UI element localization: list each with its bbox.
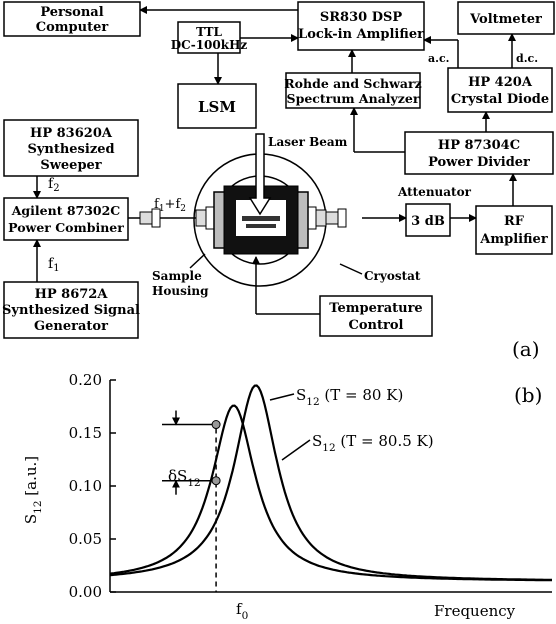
laser-beam-label: Laser Beam xyxy=(268,135,348,149)
ac-label: a.c. xyxy=(428,52,449,65)
setup-diagram: Personal Computer TTL DC-100kHz SR830 DS… xyxy=(2,1,555,361)
y-tick-label: 0.10 xyxy=(69,477,102,495)
series-leader-80k xyxy=(269,393,295,401)
box-spectrum-analyzer: Rohde and Schwarz Spectrum Analyzer xyxy=(284,72,422,109)
svg-text:Power Combiner: Power Combiner xyxy=(8,220,124,235)
box-temperature-control: Temperature Control xyxy=(319,295,433,337)
y-tick-label: 0.20 xyxy=(69,371,102,389)
svg-text:Synthesized: Synthesized xyxy=(27,142,114,157)
svg-text:Computer: Computer xyxy=(36,20,109,35)
svg-text:Generator: Generator xyxy=(34,319,108,334)
f0-tick-label: f0 xyxy=(236,600,248,622)
svg-text:RF: RF xyxy=(504,214,525,229)
box-crystal-diode: HP 420A Crystal Diode xyxy=(447,67,553,113)
sample-housing-label-1: Sample xyxy=(152,269,202,283)
svg-text:LSM: LSM xyxy=(198,98,236,116)
svg-text:SR830 DSP: SR830 DSP xyxy=(320,10,403,25)
box-sweeper: HP 83620A Synthesized Sweeper xyxy=(3,119,139,177)
svg-text:Amplifier: Amplifier xyxy=(479,232,548,247)
series-line-1 xyxy=(109,404,552,582)
svg-text:f1: f1 xyxy=(48,256,60,274)
box-lsm: LSM xyxy=(177,83,257,129)
sample-housing-label-2: Housing xyxy=(152,284,209,298)
svg-text:DC-100kHz: DC-100kHz xyxy=(171,38,248,52)
svg-text:Rohde and Schwarz: Rohde and Schwarz xyxy=(284,76,421,91)
box-ttl: TTL DC-100kHz xyxy=(171,21,248,54)
svg-text:Temperature: Temperature xyxy=(329,301,422,316)
svg-text:Power Divider: Power Divider xyxy=(428,155,530,170)
coax-connectors xyxy=(128,206,347,230)
box-power-combiner: Agilent 87302C Power Combiner xyxy=(3,197,129,241)
dc-label: d.c. xyxy=(516,52,538,65)
box-personal-computer: Personal Computer xyxy=(3,1,141,37)
svg-text:Agilent 87302C: Agilent 87302C xyxy=(11,203,121,218)
box-voltmeter: Voltmeter xyxy=(457,1,555,35)
svg-text:Sweeper: Sweeper xyxy=(40,158,101,173)
box-rf-amplifier: RF Amplifier xyxy=(475,205,553,255)
x-axis-label: Frequency xyxy=(434,602,516,620)
series-label-80k: S12 (T = 80 K) xyxy=(296,386,403,408)
panel-a-label: (a) xyxy=(512,337,540,361)
svg-text:3 dB: 3 dB xyxy=(411,214,445,229)
panel-b-label: (b) xyxy=(514,383,542,407)
curves xyxy=(109,384,552,592)
svg-text:Voltmeter: Voltmeter xyxy=(469,12,542,27)
svg-text:Spectrum Analyzer: Spectrum Analyzer xyxy=(287,91,420,106)
svg-text:HP 420A: HP 420A xyxy=(468,75,533,90)
s12-chart: 0.20 0.15 0.10 0.05 0.00 S12 [a.u.] Frequenc… xyxy=(22,371,552,622)
delta-s12-annotation: δS12 xyxy=(168,467,201,489)
box-signal-generator: HP 8672A Synthesized Signal Generator xyxy=(2,281,140,339)
svg-text:TTL: TTL xyxy=(196,25,222,39)
svg-text:HP 83620A: HP 83620A xyxy=(30,126,113,141)
y-tick-label: 0.00 xyxy=(69,583,102,601)
y-tick-label: 0.05 xyxy=(69,530,102,548)
series-leader-80-5k xyxy=(281,439,311,461)
box-power-divider: HP 87304C Power Divider xyxy=(404,131,554,175)
y-axis-label: S12 [a.u.] xyxy=(22,456,44,524)
svg-text:f1+f2: f1+f2 xyxy=(154,197,186,214)
svg-text:Synthesized Signal: Synthesized Signal xyxy=(2,303,140,318)
svg-text:Personal: Personal xyxy=(40,5,103,20)
y-ticks: 0.20 0.15 0.10 0.05 0.00 xyxy=(69,371,116,601)
svg-text:HP 8672A: HP 8672A xyxy=(35,287,109,302)
svg-text:Lock-in Amplifier: Lock-in Amplifier xyxy=(298,27,424,42)
svg-text:HP 87304C: HP 87304C xyxy=(438,138,520,153)
y-tick-label: 0.15 xyxy=(69,424,102,442)
box-lockin-amplifier: SR830 DSP Lock-in Amplifier xyxy=(297,1,425,51)
attenuator-label: Attenuator xyxy=(397,185,472,199)
laser-beam-arrow xyxy=(248,133,272,216)
svg-text:Control: Control xyxy=(349,318,404,333)
marker-point xyxy=(211,420,221,430)
svg-text:Crystal Diode: Crystal Diode xyxy=(451,92,549,107)
cryostat-label: Cryostat xyxy=(364,269,421,283)
svg-text:f2: f2 xyxy=(48,176,60,194)
sample-housing xyxy=(213,185,309,255)
box-attenuator: 3 dB xyxy=(405,203,451,237)
series-label-80-5k: S12 (T = 80.5 K) xyxy=(312,432,434,454)
marker-point xyxy=(211,476,221,486)
